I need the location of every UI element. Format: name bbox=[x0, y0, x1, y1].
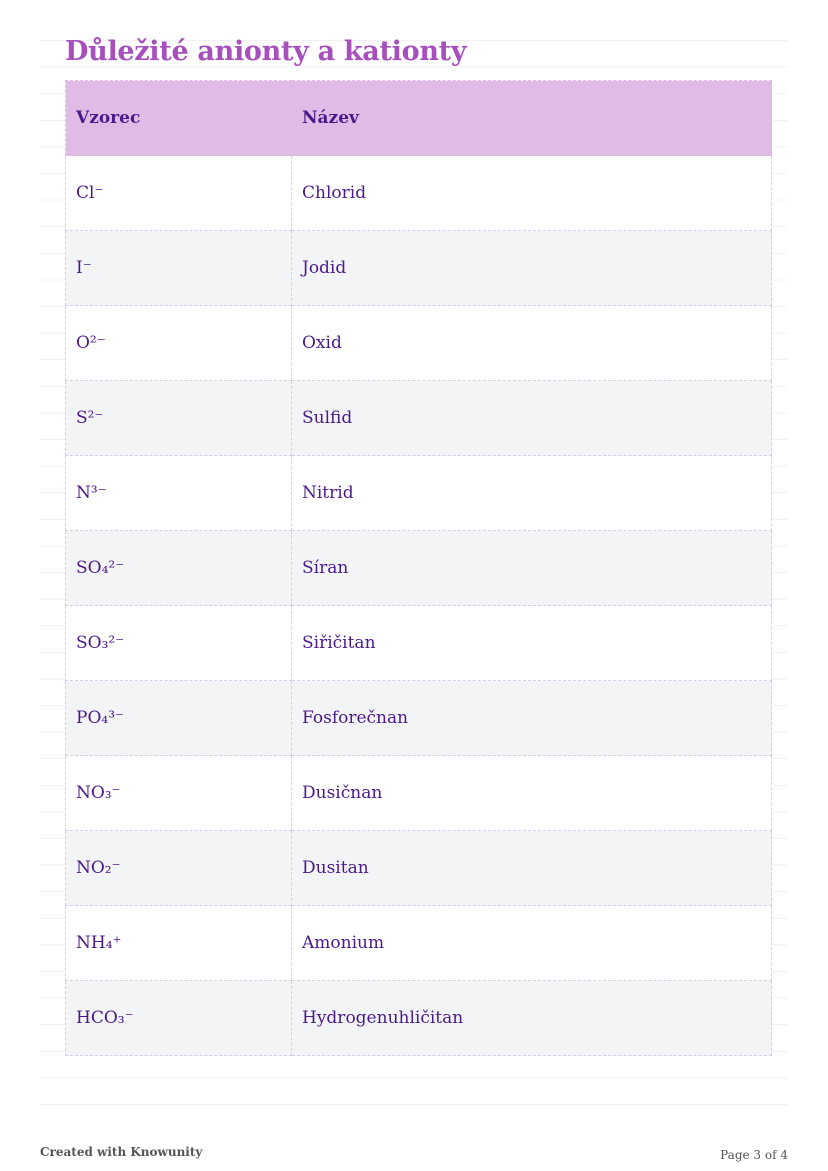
table-row: HCO₃⁻ Hydrogenuhličitan bbox=[65, 980, 772, 1056]
name-cell: Oxid bbox=[291, 305, 772, 381]
name-cell: Jodid bbox=[291, 230, 772, 306]
formula-cell: S²⁻ bbox=[65, 380, 292, 456]
formula-cell: PO₄³⁻ bbox=[65, 680, 292, 756]
table-row: NO₃⁻ Dusičnan bbox=[65, 755, 772, 831]
table-row: Cl⁻ Chlorid bbox=[65, 155, 772, 231]
name-cell: Nitrid bbox=[291, 455, 772, 531]
table-row: SO₄²⁻ Síran bbox=[65, 530, 772, 606]
table-row: SO₃²⁻ Siřičitan bbox=[65, 605, 772, 681]
name-cell: Síran bbox=[291, 530, 772, 606]
name-cell: Dusičnan bbox=[291, 755, 772, 831]
formula-cell: N³⁻ bbox=[65, 455, 292, 531]
name-cell: Amonium bbox=[291, 905, 772, 981]
table-row: PO₄³⁻ Fosforečnan bbox=[65, 680, 772, 756]
page-title: Důležité anionty a kationty bbox=[65, 36, 467, 67]
formula-cell: NH₄⁺ bbox=[65, 905, 292, 981]
table-header-row: Vzorec Název bbox=[65, 80, 772, 156]
footer-credit: Created with Knowunity bbox=[40, 1145, 203, 1159]
table-row: S²⁻ Sulfid bbox=[65, 380, 772, 456]
name-cell: Chlorid bbox=[291, 155, 772, 231]
formula-cell: Cl⁻ bbox=[65, 155, 292, 231]
name-cell: Siřičitan bbox=[291, 605, 772, 681]
formula-cell: O²⁻ bbox=[65, 305, 292, 381]
table-row: NO₂⁻ Dusitan bbox=[65, 830, 772, 906]
formula-cell: SO₃²⁻ bbox=[65, 605, 292, 681]
column-header-name: Název bbox=[291, 80, 772, 156]
page-number: Page 3 of 4 bbox=[720, 1148, 788, 1162]
formula-cell: NO₃⁻ bbox=[65, 755, 292, 831]
formula-cell: SO₄²⁻ bbox=[65, 530, 292, 606]
ions-table: Vzorec Název Cl⁻ Chlorid I⁻ Jodid O²⁻ Oxid S²⁻… bbox=[65, 80, 772, 1056]
table-row: O²⁻ Oxid bbox=[65, 305, 772, 381]
formula-cell: NO₂⁻ bbox=[65, 830, 292, 906]
table-row: NH₄⁺ Amonium bbox=[65, 905, 772, 981]
column-header-formula: Vzorec bbox=[65, 80, 292, 156]
name-cell: Hydrogenuhličitan bbox=[291, 980, 772, 1056]
name-cell: Fosforečnan bbox=[291, 680, 772, 756]
table-row: I⁻ Jodid bbox=[65, 230, 772, 306]
table-row: N³⁻ Nitrid bbox=[65, 455, 772, 531]
name-cell: Sulfid bbox=[291, 380, 772, 456]
formula-cell: I⁻ bbox=[65, 230, 292, 306]
formula-cell: HCO₃⁻ bbox=[65, 980, 292, 1056]
name-cell: Dusitan bbox=[291, 830, 772, 906]
